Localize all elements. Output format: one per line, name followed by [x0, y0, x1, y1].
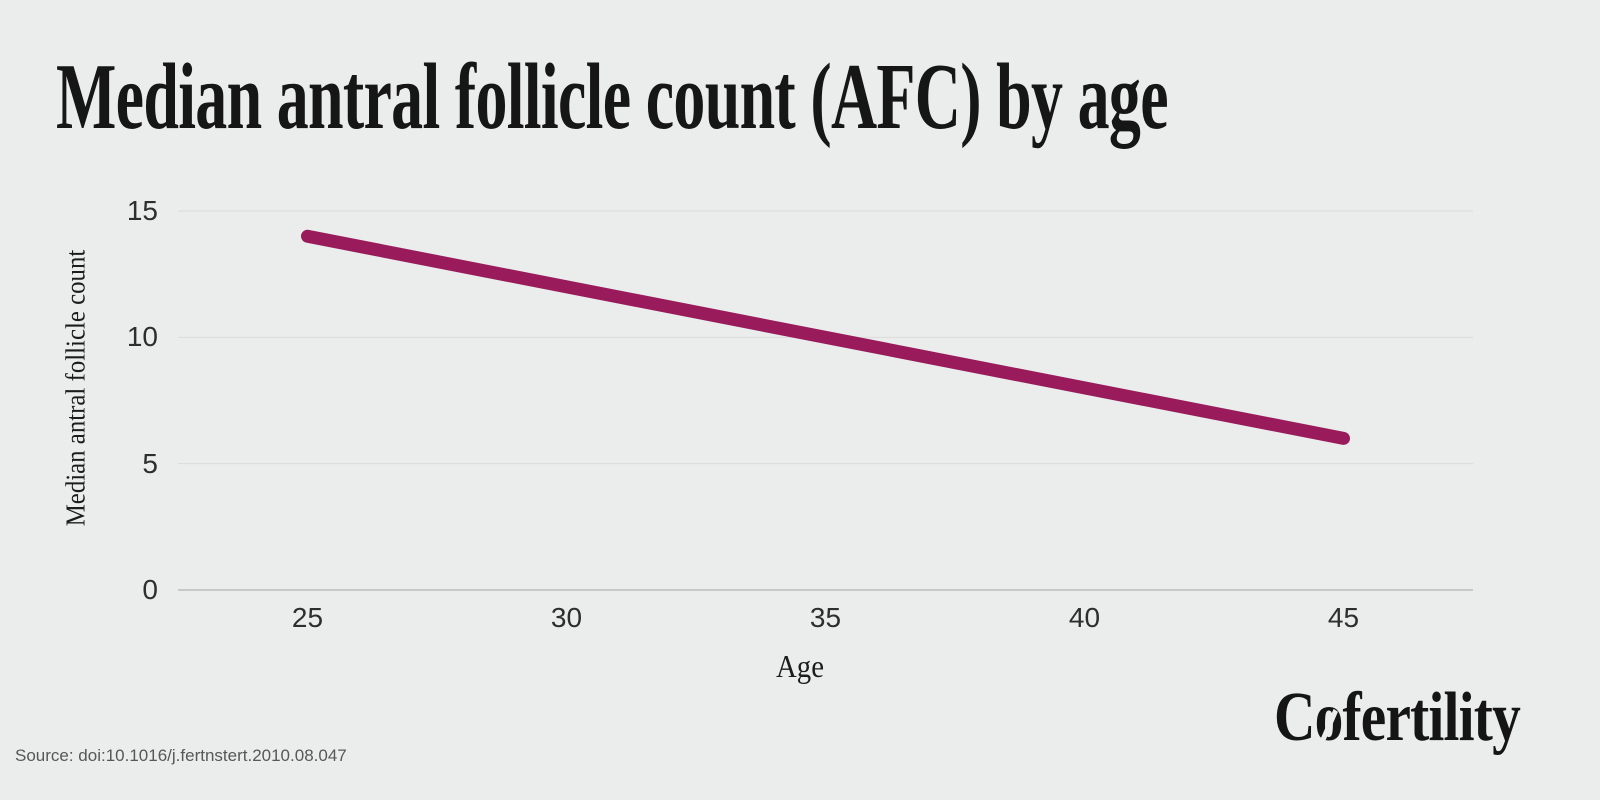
afc-trend-line	[301, 229, 1350, 445]
y-tick-label: 10	[126, 321, 158, 353]
x-tick-label: 30	[550, 602, 583, 633]
plot-svg	[178, 210, 1473, 591]
x-tick-label: 40	[1068, 602, 1101, 633]
x-axis-title: Age	[776, 648, 824, 684]
x-tick-label: 45	[1327, 602, 1360, 633]
y-tick-label: 5	[142, 447, 158, 479]
x-tick-label: 35	[809, 602, 842, 633]
y-axis-title: Median antral follicle count	[60, 249, 91, 527]
y-tick-label: 15	[126, 195, 158, 226]
x-tick-label: 25	[291, 602, 324, 633]
cofertility-logo: Cofertility	[1274, 683, 1521, 753]
chart-title: Median antral follicle count (AFC) by ag…	[56, 45, 1169, 149]
source-note: Source: doi:10.1016/j.fertnstert.2010.08…	[15, 746, 347, 765]
y-tick-label: 0	[142, 574, 158, 605]
logo-text: Cofertility	[1274, 679, 1521, 756]
